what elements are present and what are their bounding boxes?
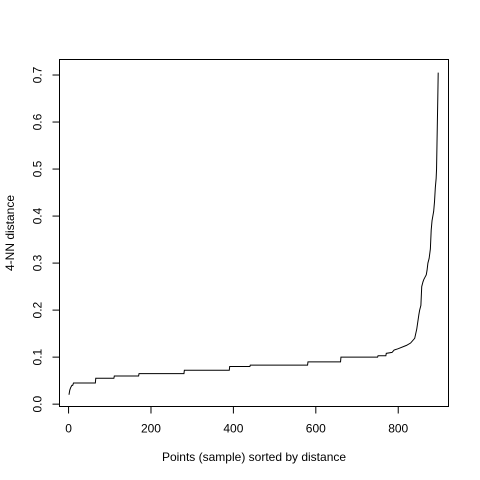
y-tick-label: 0.4 [31, 207, 45, 224]
y-tick-label: 0.2 [31, 301, 45, 318]
x-tick-label: 0 [65, 422, 72, 436]
series-line [68, 72, 439, 395]
y-tick-label: 0.5 [31, 160, 45, 177]
y-axis: 0.0 0.1 0.2 0.3 0.4 0.5 0.6 0.7 [31, 66, 60, 412]
x-tick-label: 600 [306, 422, 326, 436]
x-tick-label: 800 [388, 422, 408, 436]
y-tick-label: 0.7 [31, 66, 45, 83]
y-tick-label: 0.6 [31, 113, 45, 130]
y-tick-label: 0.0 [31, 395, 45, 412]
y-tick-label: 0.3 [31, 254, 45, 271]
x-axis-label: Points (sample) sorted by distance [162, 450, 346, 464]
plot-frame [59, 59, 449, 407]
y-axis-label: 4-NN distance [3, 195, 17, 271]
y-tick-label: 0.1 [31, 348, 45, 365]
x-axis: 0 200 400 600 800 [65, 406, 409, 436]
x-tick-label: 200 [141, 422, 161, 436]
x-tick-label: 400 [223, 422, 243, 436]
